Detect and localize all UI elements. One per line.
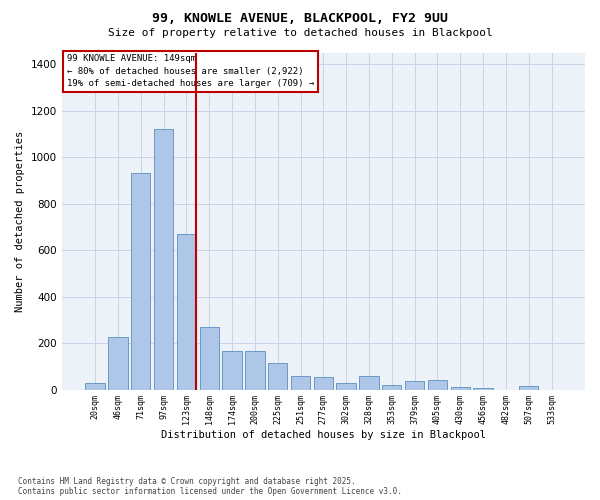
Bar — [314, 377, 333, 390]
Bar — [382, 385, 401, 390]
Bar — [85, 382, 105, 390]
Bar — [154, 129, 173, 390]
Bar — [337, 382, 356, 390]
Bar — [268, 363, 287, 390]
Bar — [519, 386, 538, 390]
Bar — [131, 174, 151, 390]
Text: Contains HM Land Registry data © Crown copyright and database right 2025.
Contai: Contains HM Land Registry data © Crown c… — [18, 476, 402, 496]
Text: Size of property relative to detached houses in Blackpool: Size of property relative to detached ho… — [107, 28, 493, 38]
Bar — [177, 234, 196, 390]
Bar — [473, 388, 493, 390]
Bar — [200, 327, 219, 390]
Text: 99, KNOWLE AVENUE, BLACKPOOL, FY2 9UU: 99, KNOWLE AVENUE, BLACKPOOL, FY2 9UU — [152, 12, 448, 26]
Y-axis label: Number of detached properties: Number of detached properties — [15, 130, 25, 312]
Bar — [245, 351, 265, 390]
X-axis label: Distribution of detached houses by size in Blackpool: Distribution of detached houses by size … — [161, 430, 486, 440]
Bar — [451, 388, 470, 390]
Bar — [359, 376, 379, 390]
Text: 99 KNOWLE AVENUE: 149sqm
← 80% of detached houses are smaller (2,922)
19% of sem: 99 KNOWLE AVENUE: 149sqm ← 80% of detach… — [67, 54, 314, 88]
Bar — [108, 338, 128, 390]
Bar — [428, 380, 447, 390]
Bar — [405, 382, 424, 390]
Bar — [291, 376, 310, 390]
Bar — [223, 351, 242, 390]
